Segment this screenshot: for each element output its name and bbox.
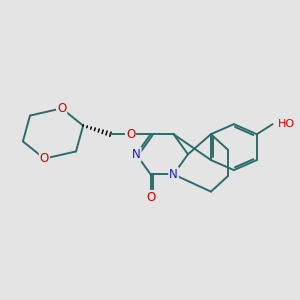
Text: HO: HO [278, 119, 295, 129]
Text: O: O [146, 191, 155, 204]
Text: N: N [132, 148, 141, 161]
Text: O: O [57, 102, 66, 115]
Text: O: O [126, 128, 135, 141]
Text: O: O [40, 152, 49, 165]
Text: N: N [169, 168, 178, 181]
